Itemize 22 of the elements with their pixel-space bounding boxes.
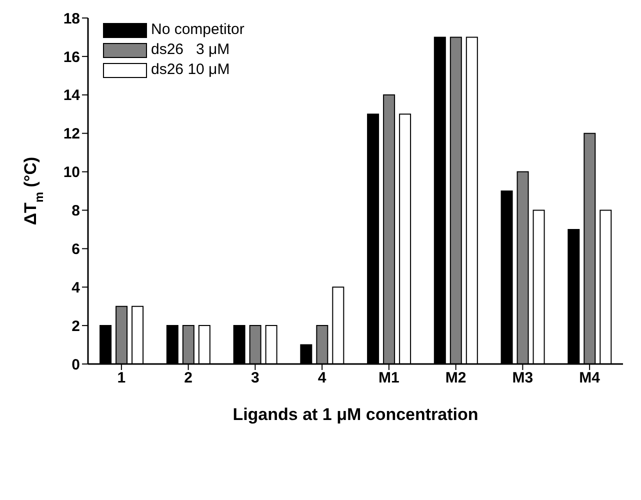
x-axis-title: Ligands at 1 μM concentration — [232, 405, 478, 424]
x-tick-label: 1 — [117, 370, 126, 387]
y-tick-label: 10 — [63, 164, 80, 182]
y-tick-label: 8 — [72, 202, 80, 220]
x-tick-label: M1 — [378, 370, 400, 387]
y-tick-label: 4 — [72, 279, 81, 296]
x-tick-label: M2 — [445, 370, 466, 387]
y-tick-label: 12 — [63, 126, 80, 143]
legend-label: ds26 10 μM — [151, 60, 230, 80]
y-tick-label: 0 — [72, 356, 80, 374]
x-tick-label: 2 — [184, 370, 192, 387]
legend-label: ds26 3 μM — [151, 40, 230, 60]
y-tick-label: 14 — [63, 87, 81, 104]
y-tick-label: 2 — [72, 318, 80, 335]
x-tick-label: M3 — [512, 370, 534, 387]
y-tick-label: 6 — [72, 240, 80, 258]
y-tick-label: 18 — [63, 10, 80, 28]
legend-label: No competitor — [151, 20, 244, 40]
x-tick-label: 4 — [318, 370, 327, 387]
x-tick-label: 3 — [251, 370, 260, 387]
y-tick-label: 16 — [63, 48, 80, 66]
x-tick-label: M4 — [579, 370, 601, 387]
